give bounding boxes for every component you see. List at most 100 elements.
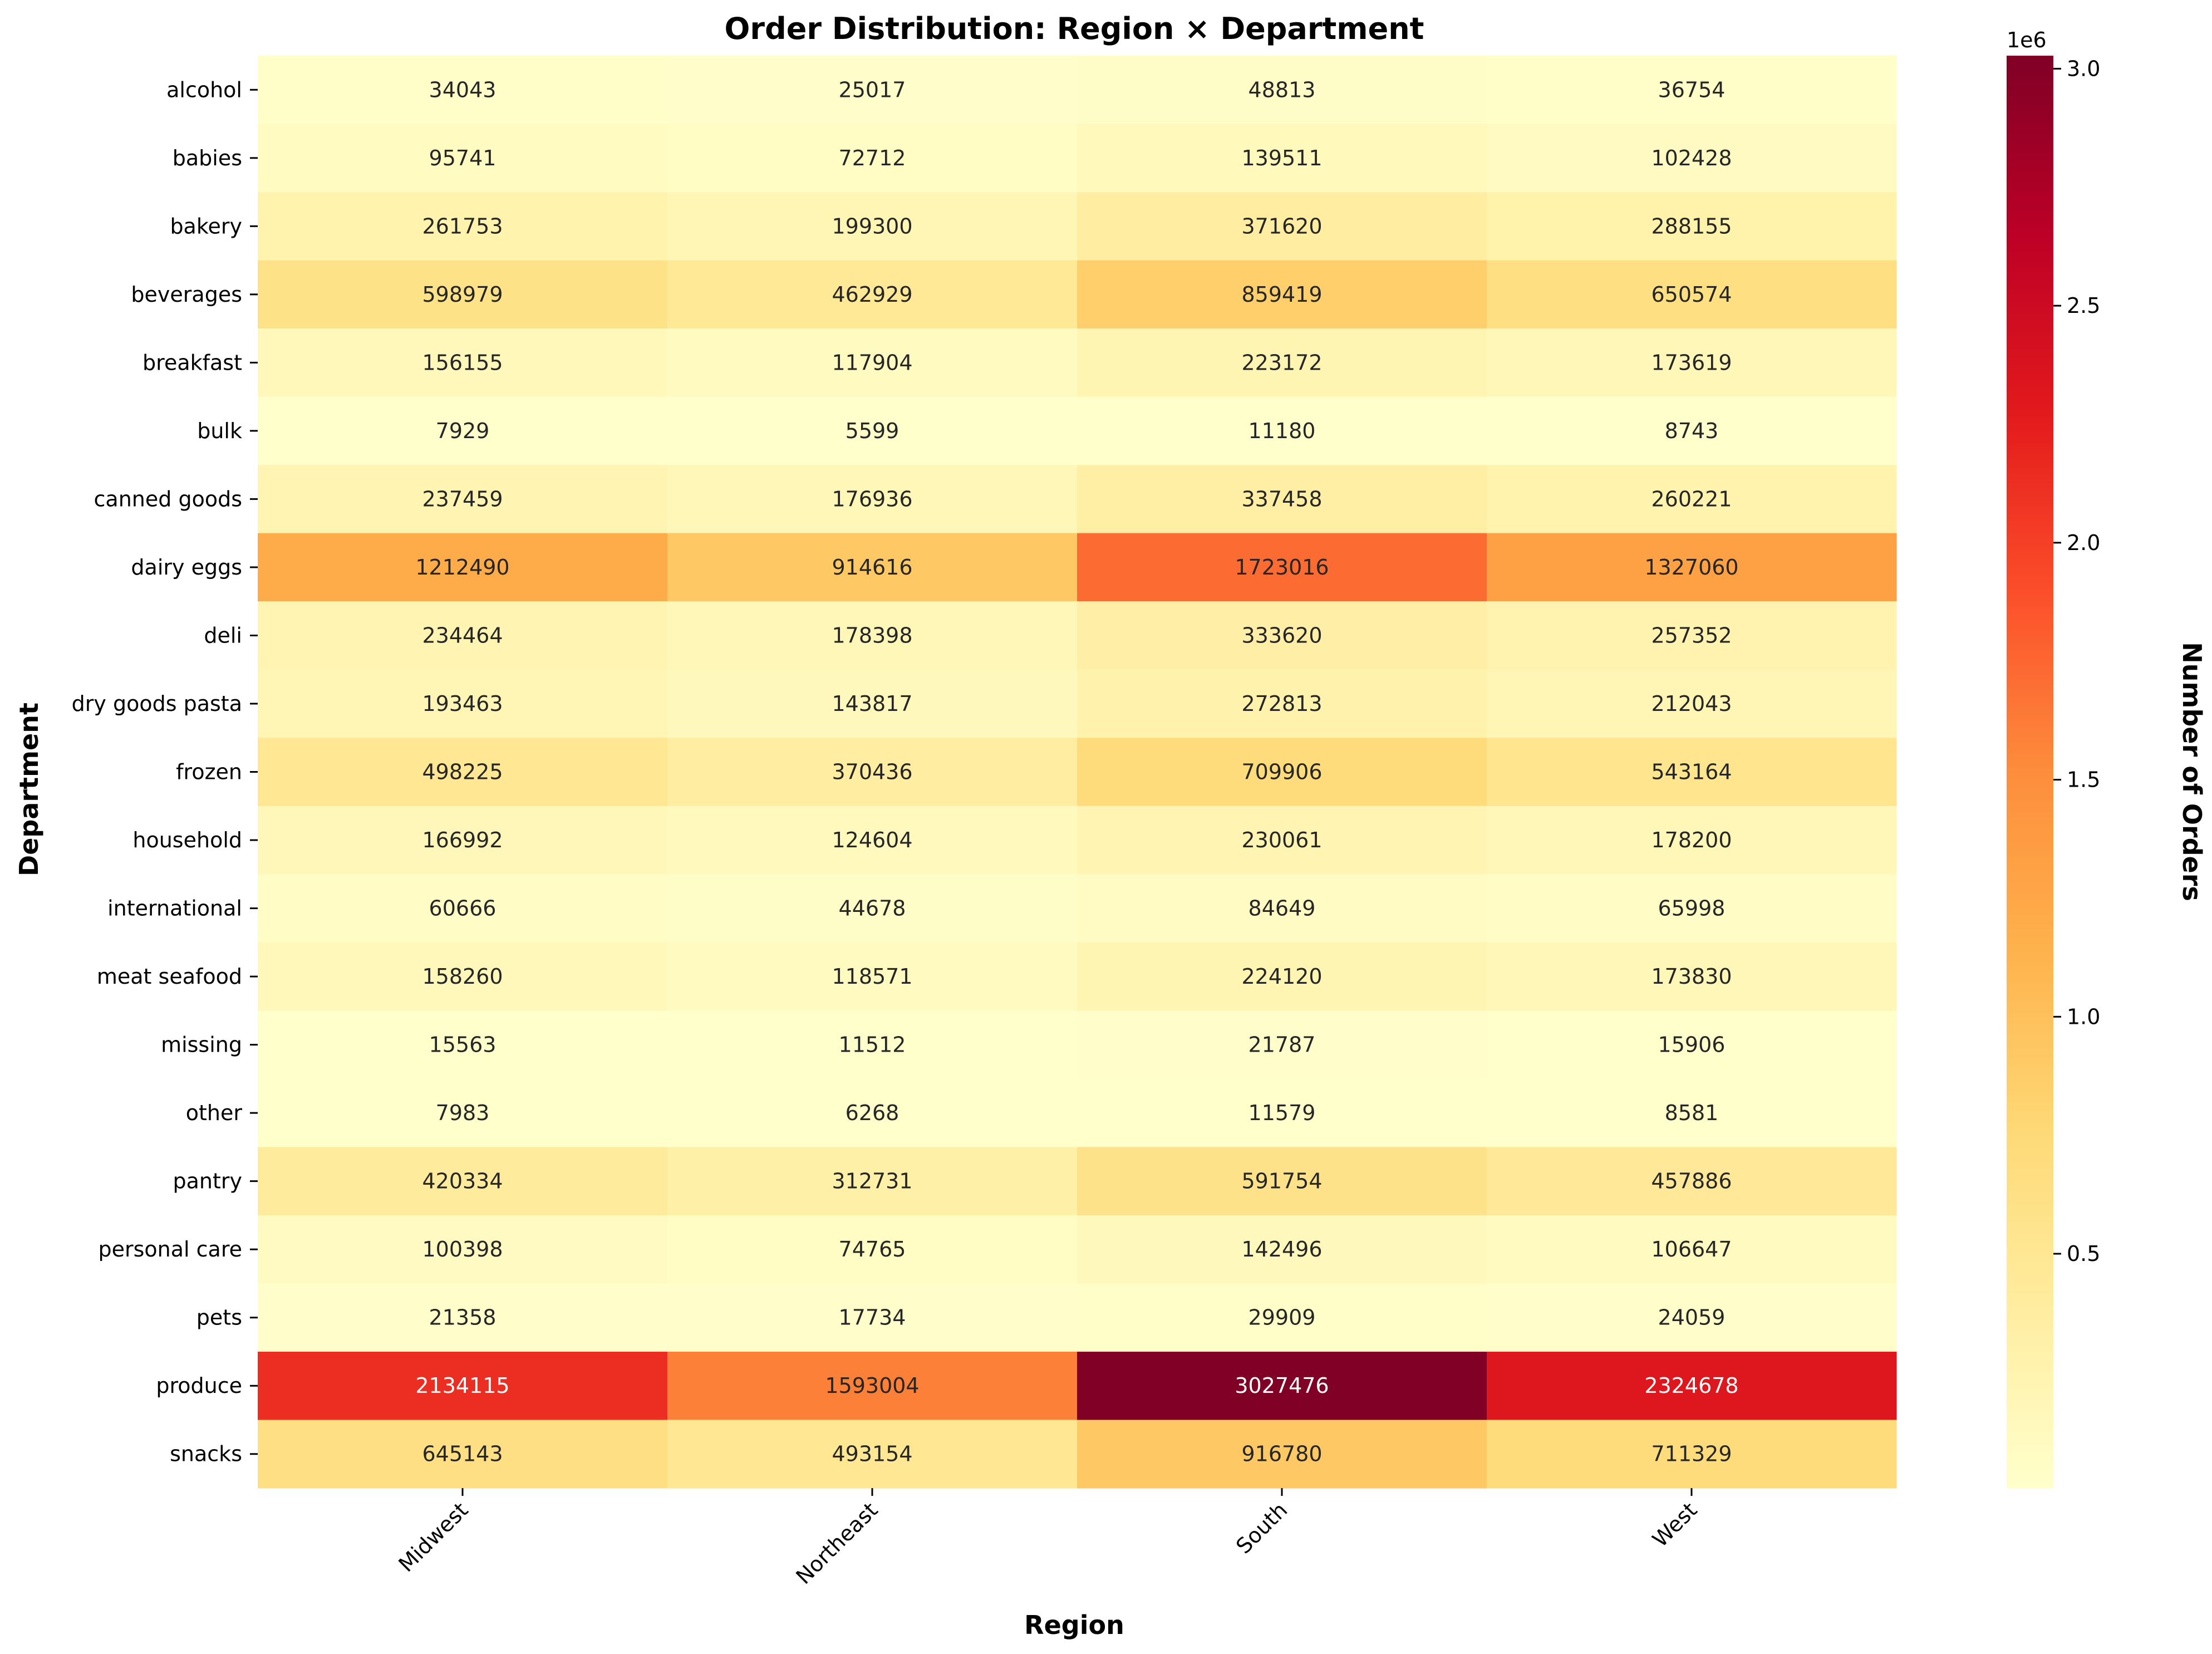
cell-value-label: 44678	[839, 896, 906, 921]
cell-value-label: 916780	[1241, 1442, 1322, 1466]
heatmap-cell	[1487, 601, 1897, 670]
heatmap-cell	[258, 806, 668, 875]
heatmap-cell	[1077, 874, 1487, 943]
heatmap-cell	[1077, 1147, 1487, 1216]
cell-value-label: 106647	[1651, 1237, 1732, 1262]
colorbar-ticks: 0.5 1.0 1.5 2.0 2.5 3.0	[2053, 56, 2100, 1266]
cell-value-label: 370436	[832, 760, 912, 784]
colorbar-tick-label: 3.0	[2067, 56, 2100, 81]
colorbar-tick-label: 1.5	[2067, 768, 2100, 792]
cell-value-label: 7983	[436, 1101, 490, 1125]
cell-value-label: 498225	[422, 760, 503, 784]
heatmap-cell	[667, 328, 1078, 397]
cell-value-label: 650574	[1651, 282, 1732, 307]
heatmap-cell	[1077, 669, 1487, 738]
cell-value-label: 1593004	[825, 1373, 919, 1398]
heatmap-cell	[667, 1351, 1078, 1421]
heatmap-cell	[1077, 328, 1487, 397]
cell-value-label: 237459	[422, 487, 503, 511]
cell-value-label: 143817	[832, 691, 912, 716]
cell-value-label: 11512	[839, 1033, 906, 1057]
heatmap-cell	[1487, 1351, 1897, 1421]
cell-value-label: 3027476	[1235, 1373, 1329, 1398]
heatmap-cell	[258, 396, 668, 465]
y-tick-label: bulk	[197, 419, 242, 443]
heatmap-cell	[258, 942, 668, 1011]
heatmap-cell	[1487, 1010, 1897, 1079]
heatmap-cell	[667, 1010, 1078, 1079]
heatmap-cell	[1487, 1215, 1897, 1284]
cell-value-label: 178200	[1651, 828, 1732, 852]
heatmap-cell	[1487, 669, 1897, 738]
colorbar-tick-label: 2.5	[2067, 293, 2100, 318]
heatmap-cell	[1077, 806, 1487, 875]
heatmap-cell	[258, 465, 668, 534]
heatmap-cell	[1077, 533, 1487, 602]
heatmap-cell	[1487, 874, 1897, 943]
cell-value-label: 124604	[832, 828, 912, 852]
cell-value-label: 493154	[832, 1442, 912, 1466]
cell-value-label: 65998	[1658, 896, 1726, 921]
heatmap-cell	[258, 738, 668, 807]
heatmap-cell	[258, 1215, 668, 1284]
heatmap-cell	[1487, 56, 1897, 125]
y-tick-label: meat seafood	[97, 964, 242, 989]
cell-value-label: 371620	[1241, 214, 1322, 238]
heatmap-cell	[667, 1420, 1078, 1489]
heatmap-cell	[1487, 396, 1897, 465]
heatmap-cells: 34043 25017 48813 36754 95741 72712 139511 1024…	[258, 56, 1897, 1489]
cell-value-label: 15563	[429, 1033, 497, 1057]
cell-value-label: 21787	[1248, 1033, 1316, 1057]
heatmap-cell	[1487, 1078, 1897, 1147]
heatmap-cell	[1487, 260, 1897, 329]
heatmap-cell	[667, 1147, 1078, 1216]
y-tick-label: alcohol	[166, 77, 242, 102]
heatmap-cell	[258, 874, 668, 943]
cell-value-label: 1327060	[1644, 555, 1738, 580]
heatmap-cell	[667, 874, 1078, 943]
y-tick-label: pets	[196, 1305, 242, 1330]
cell-value-label: 260221	[1651, 487, 1732, 511]
heatmap-cell	[1077, 1283, 1487, 1352]
heatmap-cell	[258, 1147, 668, 1216]
cell-value-label: 8581	[1665, 1101, 1719, 1125]
cell-value-label: 224120	[1241, 964, 1322, 989]
x-axis-label: Region	[1024, 1610, 1124, 1640]
heatmap-cell	[258, 192, 668, 261]
cell-value-label: 15906	[1658, 1033, 1726, 1057]
colorbar	[2007, 56, 2053, 1488]
heatmap-cell	[1077, 1010, 1487, 1079]
cell-value-label: 156155	[422, 350, 503, 375]
cell-value-label: 457886	[1651, 1169, 1732, 1194]
heatmap-cell	[1487, 1283, 1897, 1352]
heatmap-cell	[667, 465, 1078, 534]
cell-value-label: 102428	[1651, 146, 1732, 170]
cell-value-label: 2134115	[415, 1373, 509, 1398]
cell-value-label: 24059	[1658, 1305, 1726, 1330]
cell-value-label: 34043	[429, 77, 497, 102]
cell-value-label: 223172	[1241, 350, 1322, 375]
heatmap-cell	[667, 1078, 1078, 1147]
heatmap-cell	[1077, 124, 1487, 193]
cell-value-label: 74765	[839, 1237, 906, 1262]
heatmap-cell	[667, 56, 1078, 125]
cell-value-label: 591754	[1241, 1169, 1322, 1194]
cell-value-label: 60666	[429, 896, 497, 921]
heatmap-cell	[258, 124, 668, 193]
cell-value-label: 312731	[832, 1169, 912, 1194]
cell-value-label: 272813	[1241, 691, 1322, 716]
cell-value-label: 95741	[429, 146, 497, 170]
heatmap-cell	[1487, 192, 1897, 261]
heatmap-cell	[1487, 1420, 1897, 1489]
heatmap-cell	[1487, 465, 1897, 534]
heatmap-cell	[1487, 806, 1897, 875]
heatmap-cell	[1487, 942, 1897, 1011]
cell-value-label: 6268	[846, 1101, 899, 1125]
cell-value-label: 72712	[839, 146, 906, 170]
colorbar-tick-label: 0.5	[2067, 1241, 2100, 1266]
cell-value-label: 166992	[422, 828, 503, 852]
heatmap-cell	[1077, 1420, 1487, 1489]
cell-value-label: 118571	[832, 964, 912, 989]
cell-value-label: 29909	[1248, 1305, 1316, 1330]
